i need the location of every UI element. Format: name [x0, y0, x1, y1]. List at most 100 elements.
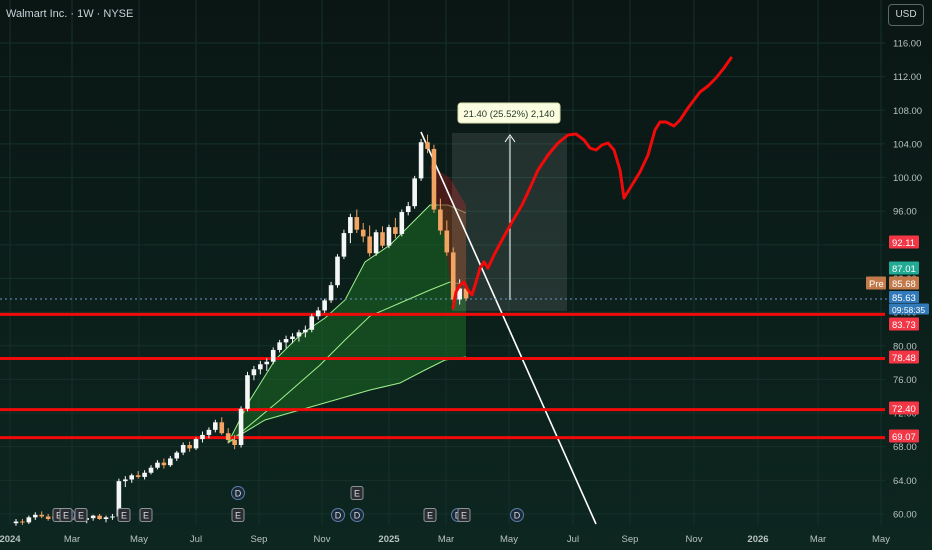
earnings-marker[interactable] — [231, 508, 245, 522]
candle-body — [405, 206, 411, 213]
trend-line — [420, 131, 597, 525]
price-badge — [889, 291, 919, 303]
candle-body — [129, 475, 135, 480]
event-marker-label: E — [56, 511, 62, 521]
x-tick-label: Mar — [64, 534, 80, 545]
currency-button[interactable]: USD — [888, 4, 924, 26]
candle-body — [142, 472, 147, 477]
x-tick-label: Nov — [686, 534, 703, 545]
projection-line — [451, 56, 733, 310]
candle-body — [450, 252, 456, 300]
dividend-marker[interactable] — [331, 508, 345, 522]
candle-body — [360, 229, 366, 237]
moving-average-line — [227, 281, 467, 444]
event-marker-label: D — [354, 511, 361, 521]
candle-body — [354, 217, 360, 230]
candle-body — [26, 517, 32, 523]
earnings-marker[interactable] — [350, 486, 364, 500]
price-badge-label: 92.11 — [892, 238, 915, 249]
candle-body — [13, 521, 19, 524]
envelope-fill — [228, 205, 466, 443]
chart-title: Walmart Inc. · 1W · NYSE — [6, 8, 134, 20]
candle-body — [232, 439, 237, 445]
earnings-marker[interactable] — [117, 508, 131, 522]
dividend-marker[interactable] — [350, 508, 364, 522]
price-badge-label: 69.07 — [892, 432, 916, 443]
candle-body — [341, 233, 347, 257]
event-marker-label: E — [235, 511, 241, 521]
event-marker-label: D — [235, 489, 242, 499]
x-tick-label: Nov — [314, 534, 331, 545]
x-tick-label: 2024 — [0, 534, 21, 545]
candle-body — [335, 256, 340, 286]
candle-body — [110, 516, 115, 518]
candle-body — [219, 422, 225, 434]
candle-body — [463, 288, 469, 299]
candle-body — [264, 361, 270, 365]
x-tick-label: May — [130, 534, 148, 545]
y-tick-label: 96.00 — [893, 207, 917, 218]
x-tick-label: 2026 — [747, 534, 768, 545]
earnings-marker[interactable] — [74, 508, 88, 522]
y-tick-label: 108.00 — [893, 106, 922, 117]
candle-body — [412, 178, 417, 207]
earnings-marker[interactable] — [139, 508, 153, 522]
price-badge — [889, 350, 919, 364]
dividend-marker[interactable] — [510, 508, 524, 522]
x-tick-label: May — [500, 534, 518, 545]
price-badge-label: 85.68 — [892, 279, 916, 290]
candle-body — [116, 481, 122, 517]
earnings-marker[interactable] — [59, 508, 73, 522]
x-tick-label: May — [872, 534, 890, 545]
y-tick-label: 60.00 — [893, 509, 917, 520]
candle-body — [296, 332, 302, 337]
indicator-overlays — [0, 131, 888, 525]
candle-body — [225, 433, 231, 440]
dividend-marker[interactable] — [231, 486, 245, 500]
candle-body — [425, 142, 430, 149]
y-tick-label: 64.00 — [893, 476, 917, 487]
candle-body — [457, 288, 462, 300]
candle-body — [97, 515, 102, 520]
candle-body — [380, 232, 385, 246]
candle-body — [161, 462, 167, 466]
event-marker-label: D — [514, 511, 521, 521]
earnings-marker[interactable] — [457, 508, 471, 522]
candle-body — [155, 462, 160, 468]
price-axis[interactable]: 116.00112.00108.00104.00100.0096.0092.00… — [866, 39, 929, 521]
measure-label-box — [457, 102, 561, 124]
candle-body — [213, 422, 218, 430]
price-badge-label: 87.01 — [892, 264, 916, 275]
price-badge — [889, 401, 919, 415]
y-tick-label: 100.00 — [893, 173, 922, 184]
candle-body — [315, 310, 321, 317]
x-tick-label: Jul — [567, 534, 579, 545]
measure-label-text: 21.40 (25.52%) 2,140 — [463, 109, 554, 120]
price-badge-label: 85.63 — [892, 293, 916, 304]
y-tick-label: 104.00 — [893, 139, 922, 150]
event-marker-label: E — [121, 511, 127, 521]
candle-body — [386, 227, 392, 246]
y-tick-label: 80.00 — [893, 341, 917, 352]
candle-body — [193, 439, 199, 449]
price-badge-label: 83.73 — [892, 320, 916, 331]
envelope-lower-line — [227, 356, 467, 444]
candle-body — [123, 479, 128, 482]
price-badge-label: Pre — [869, 279, 884, 290]
candle-body — [168, 458, 173, 466]
event-markers: EDEEEDEDEDEDEDE — [52, 486, 524, 522]
price-badge — [889, 429, 919, 443]
x-tick-label: Mar — [810, 534, 826, 545]
candle-body — [245, 375, 250, 409]
x-tick-label: Jul — [190, 534, 202, 545]
event-marker-label: E — [354, 489, 360, 499]
candle-body — [393, 227, 398, 234]
x-tick-label: Sep — [622, 534, 639, 545]
earnings-marker[interactable] — [423, 508, 437, 522]
time-axis[interactable]: 2024 Mar May Jul Sep Nov 2025 Mar May Jul Sep Nov 20… — [0, 534, 890, 545]
price-badge-label: 72.40 — [892, 404, 916, 415]
candle-body — [373, 232, 379, 254]
price-badge-label: 09:58:35 — [892, 305, 925, 315]
candle-body — [328, 285, 334, 301]
